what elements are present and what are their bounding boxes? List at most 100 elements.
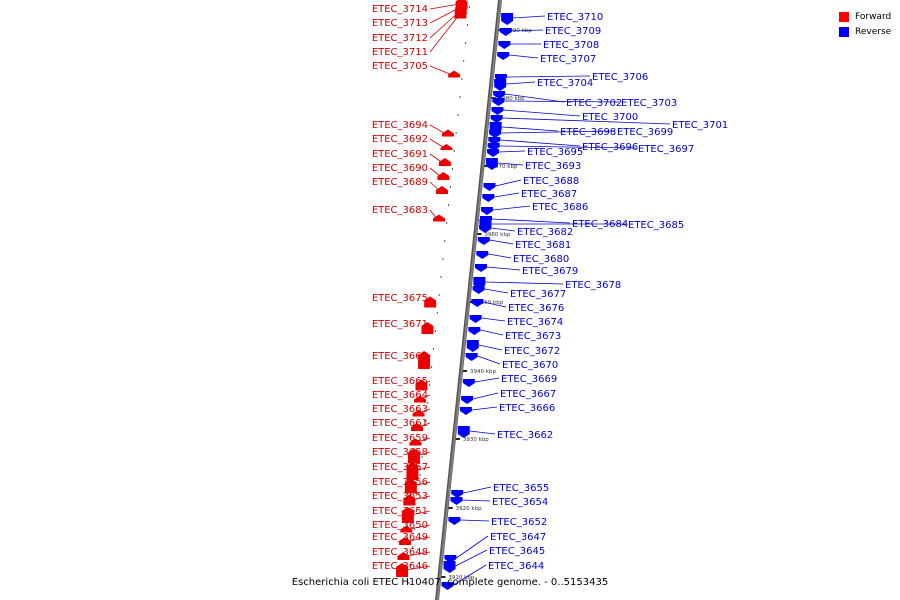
reverse-leader bbox=[488, 253, 512, 259]
backbone-line bbox=[436, 0, 502, 600]
reverse-gene-label: ETEC_3709 bbox=[545, 26, 601, 37]
reverse-gene-arrow bbox=[468, 327, 481, 335]
forward-gene-label: ETEC_3712 bbox=[372, 33, 428, 44]
reverse-leader bbox=[477, 355, 501, 365]
legend-reverse-label: Reverse bbox=[855, 26, 892, 37]
reverse-gene-arrow bbox=[497, 52, 510, 60]
scale-label: 3950 kbp bbox=[477, 300, 503, 306]
reverse-leader bbox=[504, 100, 620, 103]
forward-gene-arrow bbox=[409, 438, 422, 446]
reverse-gene-label: ETEC_3688 bbox=[523, 176, 579, 187]
reverse-gene-label: ETEC_3679 bbox=[522, 266, 578, 277]
forward-gene-label: ETEC_3658 bbox=[372, 447, 428, 458]
forward-leader bbox=[429, 15, 459, 53]
reverse-leader bbox=[509, 54, 539, 59]
forward-gene-label: ETEC_3689 bbox=[372, 177, 428, 188]
gene-labels: ETEC_3714 ETEC_3713 ETEC_3712 ETEC_3711 ETEC… bbox=[372, 4, 728, 572]
forward-gene-label: ETEC_3659 bbox=[372, 433, 428, 444]
forward-gene-arrow bbox=[408, 448, 421, 464]
reverse-gene-label: ETEC_3703 bbox=[621, 98, 677, 109]
reverse-gene-arrow bbox=[479, 225, 492, 233]
forward-gene-arrow bbox=[396, 563, 409, 577]
reverse-gene-arrow bbox=[450, 497, 463, 505]
reverse-leader bbox=[480, 329, 504, 336]
forward-gene-arrow bbox=[441, 129, 454, 137]
reverse-leader bbox=[494, 192, 520, 198]
reverse-leader bbox=[502, 117, 671, 125]
forward-gene-label: ETEC_3664 bbox=[372, 390, 428, 401]
reverse-gene-arrow bbox=[498, 41, 511, 49]
scale-label: 3970 kbp bbox=[492, 164, 518, 170]
reverse-leader bbox=[497, 162, 524, 166]
reverse-gene-label: ETEC_3687 bbox=[521, 189, 577, 200]
forward-gene-label: ETEC_3665 bbox=[372, 376, 428, 387]
forward-gene-arrow bbox=[421, 322, 434, 334]
reverse-gene-label: ETEC_3680 bbox=[513, 254, 569, 265]
forward-gene-label: ETEC_3648 bbox=[372, 547, 428, 558]
forward-gene-arrow bbox=[412, 409, 425, 417]
reverse-leader bbox=[469, 430, 496, 435]
reverse-gene-arrow bbox=[457, 426, 470, 438]
reverse-gene-label: ETEC_3698 bbox=[560, 127, 616, 138]
reverse-leader bbox=[501, 126, 559, 132]
reverse-gene-label: ETEC_3662 bbox=[497, 430, 553, 441]
reverse-gene-label: ETEC_3677 bbox=[510, 289, 566, 300]
reverse-gene-arrow bbox=[472, 286, 485, 294]
reverse-gene-label: ETEC_3707 bbox=[540, 54, 596, 65]
reverse-gene-label: ETEC_3666 bbox=[499, 403, 555, 414]
reverse-gene-label: ETEC_3655 bbox=[493, 483, 549, 494]
reverse-gene-label: ETEC_3693 bbox=[525, 161, 581, 172]
forward-gene-label: ETEC_3713 bbox=[372, 18, 428, 29]
reverse-gene-arrow bbox=[480, 207, 493, 215]
forward-gene-label: ETEC_3657 bbox=[372, 462, 428, 473]
reverse-leader bbox=[491, 227, 516, 232]
reverse-gene-arrow bbox=[487, 149, 500, 157]
reverse-gene-label: ETEC_3667 bbox=[500, 389, 556, 400]
reverse-gene-arrow bbox=[466, 340, 479, 352]
reverse-gene-label: ETEC_3645 bbox=[489, 546, 545, 557]
reverse-gene-arrow bbox=[499, 28, 512, 36]
legend-forward-label: Forward bbox=[855, 11, 892, 22]
reverse-gene-label: ETEC_3674 bbox=[507, 317, 563, 328]
forward-gene-arrow bbox=[403, 494, 416, 506]
reverse-leader bbox=[489, 239, 514, 245]
reverse-gene-label: ETEC_3696 bbox=[582, 142, 638, 153]
genome-caption: Escherichia coli ETEC H10407, complete g… bbox=[291, 577, 609, 588]
reverse-leader bbox=[471, 406, 498, 411]
reverse-leader bbox=[463, 486, 492, 494]
reverse-leader bbox=[511, 29, 544, 32]
forward-gene-arrow bbox=[411, 423, 424, 431]
reverse-leader bbox=[499, 145, 637, 149]
forward-gene-arrow bbox=[440, 144, 453, 150]
forward-gene-arrow bbox=[415, 379, 428, 391]
reverse-leader bbox=[460, 519, 490, 522]
forward-gene-label: ETEC_3692 bbox=[372, 134, 428, 145]
reverse-gene-label: ETEC_3654 bbox=[492, 497, 548, 508]
forward-gene-label: ETEC_3656 bbox=[372, 477, 428, 488]
forward-gene-label: ETEC_3646 bbox=[372, 561, 428, 572]
reverse-gene-arrow bbox=[459, 407, 472, 415]
forward-gene-label: ETEC_3650 bbox=[372, 520, 428, 531]
legend-forward: Forward bbox=[839, 9, 897, 24]
forward-gene-label: ETEC_3711 bbox=[372, 47, 428, 58]
scale-label: 3930 kbp bbox=[463, 437, 489, 443]
reverse-leader bbox=[474, 377, 500, 383]
forward-gene-label: ETEC_3653 bbox=[372, 491, 428, 502]
reverse-gene-arrow bbox=[469, 315, 482, 323]
reverse-gene-arrow bbox=[448, 517, 461, 525]
reverse-gene-arrow bbox=[474, 264, 487, 272]
forward-leader bbox=[429, 3, 460, 10]
reverse-gene-arrow bbox=[451, 490, 464, 498]
reverse-gene-arrow bbox=[491, 107, 504, 115]
reverse-gene-label: ETEC_3644 bbox=[488, 561, 544, 572]
forward-leader bbox=[429, 7, 460, 24]
forward-gene-arrow bbox=[400, 525, 413, 533]
forward-gene-arrow bbox=[433, 214, 446, 222]
reverse-gene-arrow bbox=[462, 379, 475, 387]
reverse-gene-arrow bbox=[476, 251, 489, 259]
reverse-gene-arrow bbox=[489, 130, 502, 138]
reverse-leader bbox=[513, 15, 546, 19]
reverse-gene-arrow bbox=[477, 237, 490, 245]
reverse-gene-arrow bbox=[501, 13, 514, 25]
forward-leader bbox=[429, 138, 445, 149]
